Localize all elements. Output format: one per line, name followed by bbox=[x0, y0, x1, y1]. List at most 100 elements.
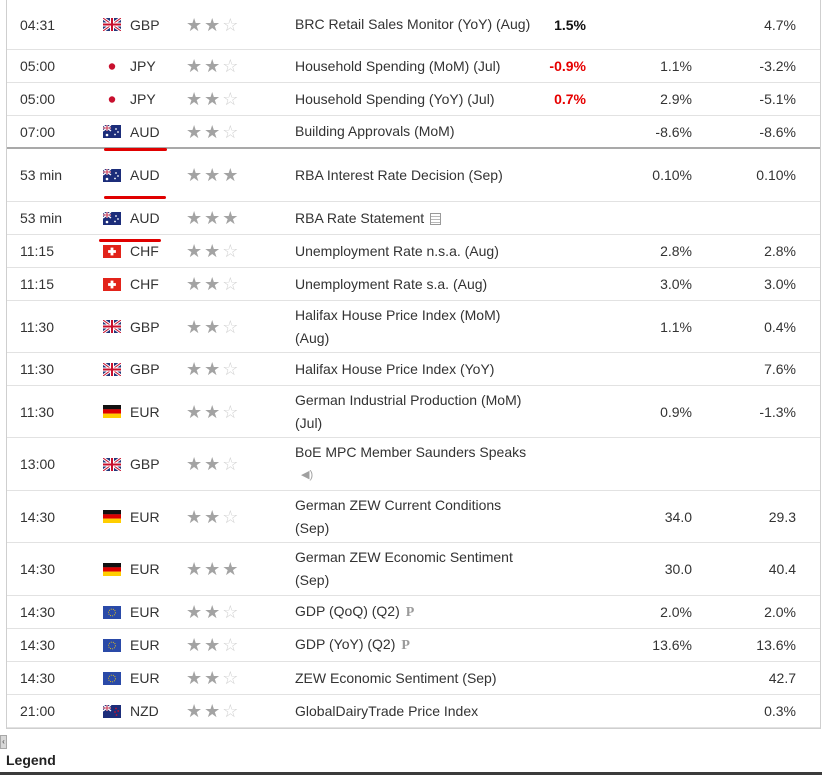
forecast-value: 34.0 bbox=[664, 508, 692, 525]
event-label[interactable]: BoE MPC Member Saunders Speaks bbox=[295, 443, 527, 460]
event-name[interactable]: German ZEW Economic Sentiment (Sep) bbox=[295, 546, 536, 592]
event-time: 14:30 bbox=[20, 637, 56, 653]
annotation-underline bbox=[104, 196, 166, 199]
importance-star-icon: ☆ bbox=[222, 635, 239, 655]
importance-star-icon: ★ bbox=[186, 56, 203, 76]
table-row[interactable]: 05:00 JPY ★ ★ ☆ Household Spending (YoY) (… bbox=[7, 83, 820, 116]
event-label[interactable]: Halifax House Price Index (MoM) (Aug) bbox=[295, 306, 501, 346]
currency-code: GBP bbox=[130, 16, 160, 33]
importance-star-icon: ★ bbox=[186, 635, 203, 655]
table-row[interactable]: 05:00 JPY ★ ★ ☆ Household Spending (MoM) (… bbox=[7, 50, 820, 83]
event-name[interactable]: Household Spending (YoY) (Jul) bbox=[295, 88, 536, 111]
table-row[interactable]: 21:00 NZD ★ ★ ☆ GlobalDairyTrade Price Ind… bbox=[7, 695, 820, 728]
flag-ch-icon bbox=[103, 277, 121, 291]
event-name[interactable]: Halifax House Price Index (YoY) bbox=[295, 358, 536, 381]
table-row[interactable]: 14:30 EUR ★ ★ ★ German ZEW Economic Sentim… bbox=[7, 543, 820, 596]
table-row[interactable]: 53 min AUD ★ ★ ★ RBA Rate Statement bbox=[7, 202, 820, 235]
currency: EUR bbox=[103, 509, 185, 525]
importance-rating: ★ ★ ☆ bbox=[185, 318, 295, 336]
importance-rating: ★ ★ ☆ bbox=[185, 702, 295, 720]
event-label[interactable]: Household Spending (YoY) (Jul) bbox=[295, 90, 495, 107]
flag-gb-icon bbox=[103, 457, 121, 471]
currency: NZD bbox=[103, 703, 185, 719]
legend-label[interactable]: Legend bbox=[6, 752, 56, 768]
table-row[interactable]: 04:31 GBP ★ ★ ☆ BRC Retail Sales Monitor (… bbox=[7, 0, 820, 50]
importance-star-icon: ★ bbox=[204, 359, 221, 379]
importance-rating: ★ ★ ★ bbox=[185, 560, 295, 578]
importance-star-icon: ☆ bbox=[222, 274, 239, 294]
importance-star-icon: ★ bbox=[186, 559, 203, 579]
currency: EUR bbox=[103, 604, 185, 620]
event-name[interactable]: Building Approvals (MoM) bbox=[295, 120, 536, 143]
importance-star-icon: ★ bbox=[204, 635, 221, 655]
event-label[interactable]: German ZEW Current Conditions (Sep) bbox=[295, 496, 502, 536]
event-name[interactable]: ZEW Economic Sentiment (Sep) bbox=[295, 667, 536, 690]
currency: CHF bbox=[103, 243, 185, 259]
event-label[interactable]: Building Approvals (MoM) bbox=[295, 123, 455, 139]
table-row[interactable]: 11:15 CHF ★ ★ ☆ Unemployment Rate s.a. (Au… bbox=[7, 268, 820, 301]
event-name[interactable]: GDP (QoQ) (Q2) P bbox=[295, 600, 536, 624]
table-row[interactable]: 14:30 EUR ★ ★ ☆ German ZEW Current Conditi… bbox=[7, 491, 820, 543]
speaker-icon[interactable]: ◀) bbox=[301, 469, 314, 482]
table-row[interactable]: 07:00 AUD ★ ★ ☆ Building Approvals (MoM) -… bbox=[7, 116, 820, 149]
table-row[interactable]: 14:30 EUR ★ ★ ☆ GDP (QoQ) (Q2) P 2.0% 2.0% bbox=[7, 596, 820, 629]
scroll-left-arrow[interactable]: ‹ bbox=[0, 735, 7, 749]
event-name[interactable]: German ZEW Current Conditions (Sep) bbox=[295, 494, 536, 540]
event-name[interactable]: RBA Interest Rate Decision (Sep) bbox=[295, 164, 536, 187]
document-icon[interactable] bbox=[430, 212, 442, 225]
currency: EUR bbox=[103, 561, 185, 577]
event-label[interactable]: Unemployment Rate n.s.a. (Aug) bbox=[295, 242, 499, 259]
event-name[interactable]: BoE MPC Member Saunders Speaks ◀) bbox=[295, 441, 536, 488]
event-label[interactable]: German ZEW Economic Sentiment (Sep) bbox=[295, 549, 513, 588]
flag-au-icon bbox=[103, 211, 121, 225]
event-name[interactable]: Unemployment Rate n.s.a. (Aug) bbox=[295, 240, 536, 263]
annotation-underline bbox=[104, 148, 167, 151]
importance-star-icon: ☆ bbox=[222, 506, 239, 527]
importance-star-icon: ★ bbox=[186, 14, 203, 35]
actual-value: 0.7% bbox=[554, 91, 586, 107]
table-row[interactable]: 53 min AUD ★ ★ ★ RBA Interest Rate Decisio… bbox=[7, 149, 820, 202]
event-label[interactable]: RBA Rate Statement bbox=[295, 209, 425, 226]
event-label[interactable]: GDP (QoQ) (Q2) bbox=[295, 603, 400, 620]
event-label[interactable]: Halifax House Price Index (YoY) bbox=[295, 360, 495, 377]
currency-code: EUR bbox=[130, 403, 160, 420]
importance-star-icon: ★ bbox=[204, 401, 221, 422]
flag-au-icon bbox=[103, 125, 121, 138]
event-label[interactable]: Unemployment Rate s.a. (Aug) bbox=[295, 275, 488, 292]
table-row[interactable]: 11:15 CHF ★ ★ ☆ Unemployment Rate n.s.a. (… bbox=[7, 235, 820, 268]
table-row[interactable]: 14:30 EUR ★ ★ ☆ GDP (YoY) (Q2) P 13.6% 13.6… bbox=[7, 629, 820, 662]
preliminary-icon[interactable]: P bbox=[401, 637, 410, 653]
forecast-value: 1.1% bbox=[660, 318, 692, 335]
forecast-value: 2.8% bbox=[660, 243, 692, 259]
importance-rating: ★ ★ ☆ bbox=[185, 508, 295, 526]
event-time: 14:30 bbox=[20, 508, 56, 525]
table-row[interactable]: 11:30 EUR ★ ★ ☆ German Industrial Producti… bbox=[7, 386, 820, 438]
event-name[interactable]: GDP (YoY) (Q2) P bbox=[295, 633, 536, 657]
importance-star-icon: ☆ bbox=[222, 56, 239, 76]
currency: GBP bbox=[103, 17, 185, 33]
event-name[interactable]: RBA Rate Statement bbox=[295, 207, 536, 230]
currency-code: GBP bbox=[130, 456, 160, 472]
event-label[interactable]: German Industrial Production (MoM) (Jul) bbox=[295, 391, 522, 431]
event-name[interactable]: GlobalDairyTrade Price Index bbox=[295, 700, 536, 723]
event-label[interactable]: RBA Interest Rate Decision (Sep) bbox=[295, 166, 503, 183]
event-name[interactable]: Unemployment Rate s.a. (Aug) bbox=[295, 273, 536, 296]
preliminary-icon[interactable]: P bbox=[405, 604, 415, 620]
table-row[interactable]: 11:30 GBP ★ ★ ☆ Halifax House Price Index … bbox=[7, 353, 820, 386]
event-name[interactable]: German Industrial Production (MoM) (Jul) bbox=[295, 389, 536, 435]
table-row[interactable]: 11:30 GBP ★ ★ ☆ Halifax House Price Index … bbox=[7, 301, 820, 353]
importance-rating: ★ ★ ☆ bbox=[185, 455, 295, 473]
event-name[interactable]: Household Spending (MoM) (Jul) bbox=[295, 55, 536, 78]
table-row[interactable]: 14:30 EUR ★ ★ ☆ ZEW Economic Sentiment (Se… bbox=[7, 662, 820, 695]
event-name[interactable]: BRC Retail Sales Monitor (YoY) (Aug) bbox=[295, 13, 536, 36]
event-label[interactable]: Household Spending (MoM) (Jul) bbox=[295, 57, 501, 74]
event-time: 11:15 bbox=[20, 243, 54, 259]
event-label[interactable]: ZEW Economic Sentiment (Sep) bbox=[295, 669, 497, 686]
event-label[interactable]: BRC Retail Sales Monitor (YoY) (Aug) bbox=[295, 16, 531, 32]
importance-star-icon: ☆ bbox=[222, 316, 239, 337]
event-label[interactable]: GDP (YoY) (Q2) bbox=[295, 636, 396, 653]
currency: JPY bbox=[103, 91, 185, 107]
event-label[interactable]: GlobalDairyTrade Price Index bbox=[295, 702, 479, 719]
event-name[interactable]: Halifax House Price Index (MoM) (Aug) bbox=[295, 304, 536, 350]
table-row[interactable]: 13:00 GBP ★ ★ ☆ BoE MPC Member Saunders Sp… bbox=[7, 438, 820, 491]
